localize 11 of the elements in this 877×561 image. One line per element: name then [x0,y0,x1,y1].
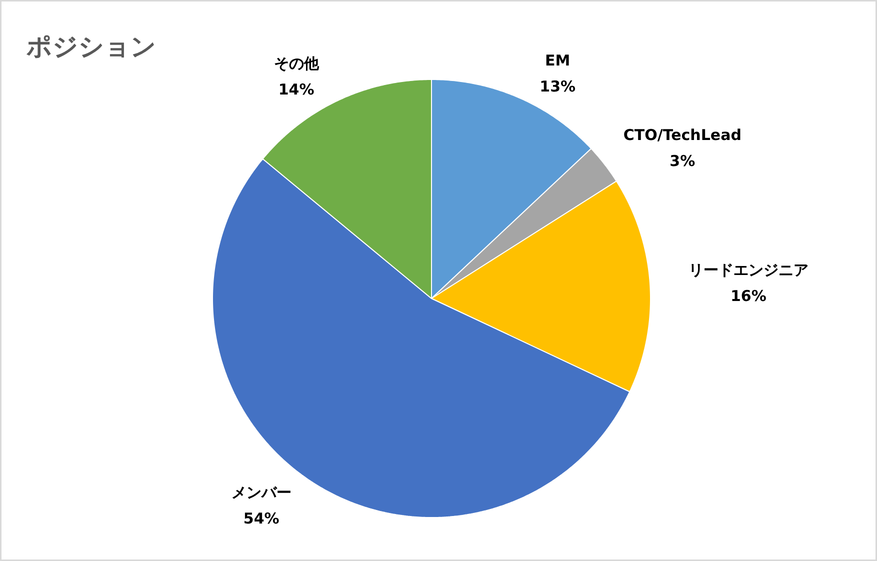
data-label: 14% [278,80,314,99]
slice-label: その他 [274,54,320,73]
data-label: 16% [730,287,766,306]
data-label: 54% [243,510,280,528]
chart-title: ポジション [26,32,156,61]
data-label: 3% [670,152,696,170]
slice-label: EM [545,51,570,70]
slice-label: メンバー [231,484,292,502]
data-label: 13% [540,77,576,96]
slice-label: CTO/TechLead [623,126,742,144]
slice-label: リードエンジニア [688,261,808,280]
